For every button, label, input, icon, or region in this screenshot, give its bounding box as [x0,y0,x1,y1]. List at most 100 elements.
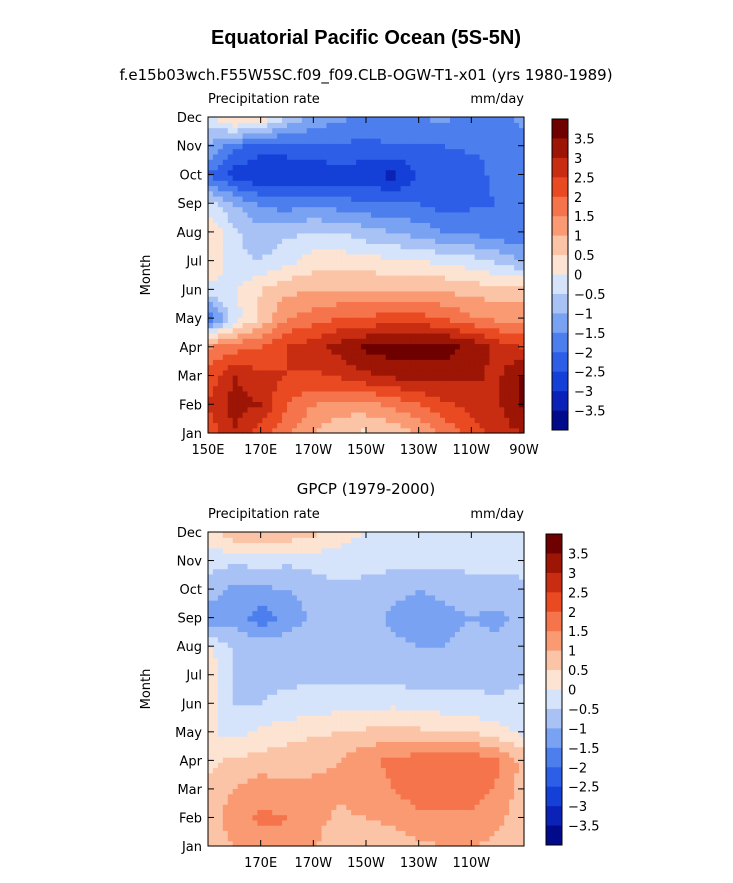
contour-cell [237,390,244,397]
contour-cell [410,206,416,213]
contour-cell [370,185,377,192]
contour-cell [519,417,525,424]
contour-cell [430,211,436,218]
contour-cell [435,211,441,218]
contour-cell [222,825,229,831]
contour-cell [227,422,234,429]
contour-cell [400,804,407,810]
contour-cell [227,322,234,329]
contour-cell [445,814,451,821]
contour-cell [252,148,258,155]
contour-cell [425,217,431,223]
contour-cell [380,348,387,355]
contour-cell [509,396,515,402]
contour-cell [311,259,318,266]
contour-cell [247,380,254,387]
contour-cell [405,127,412,134]
contour-cell [484,359,491,366]
contour-cell [405,243,412,250]
contour-cell [316,143,323,150]
contour-cell [519,406,525,413]
contour-cell [331,804,337,810]
contour-cell [272,825,278,831]
contour-cell [272,762,278,769]
contour-cell [272,364,278,371]
contour-cell [519,117,525,123]
contour-cell [257,840,263,847]
contour-cell [227,148,234,155]
contour-cell [430,427,436,434]
contour-cell [277,401,283,408]
contour-cell [262,369,268,376]
contour-cell [509,143,515,150]
contour-cell [385,343,392,350]
contour-cell [257,238,263,244]
contour-cell [375,793,382,800]
contour-cell [469,275,476,281]
contour-cell [237,411,244,418]
contour-cell [509,798,515,805]
contour-cell [208,153,214,160]
contour-cell [247,814,254,821]
contour-cell [499,301,505,308]
contour-cell [272,148,278,155]
contour-cell [454,819,461,826]
contour-cell [390,148,397,155]
contour-cell [321,132,328,139]
contour-cell [440,201,446,208]
contour-cell [291,264,298,271]
contour-cell [405,793,412,800]
contour-cell [415,280,421,287]
contour-cell [440,174,446,181]
contour-cell [410,359,416,366]
contour-cell [430,338,436,345]
contour-cell [445,127,451,134]
contour-cell [346,757,352,763]
contour-cell [469,317,476,323]
contour-cell [301,385,308,392]
contour-cell [469,253,476,260]
contour-cell [479,359,486,366]
contour-cell [435,762,441,769]
contour-cell [435,238,441,244]
contour-cell [227,211,234,218]
contour-cell [361,830,367,837]
contour-cell [509,264,515,271]
contour-cell [400,117,407,123]
contour-cell [380,222,387,229]
contour-cell [425,174,431,181]
contour-cell [287,417,293,424]
contour-cell [227,767,234,774]
contour-cell [370,327,377,334]
contour-cell [217,196,224,202]
contour-cell [445,396,451,402]
contour-cell [509,793,515,800]
contour-cell [242,180,249,187]
contour-cell [316,127,323,134]
contour-cell [366,211,372,218]
contour-cell [494,211,500,218]
contour-cell [321,417,328,424]
contour-cell [227,159,234,165]
contour-cell [514,159,520,165]
contour-cell [321,411,328,418]
contour-cell [287,264,293,271]
contour-cell [449,290,456,297]
contour-cell [454,364,461,371]
contour-cell [282,401,288,408]
contour-cell [430,206,436,213]
contour-cell [346,259,352,266]
contour-cell [380,169,387,176]
contour-cell [296,164,303,171]
contour-cell [440,804,446,810]
contour-cell [346,375,352,381]
contour-cell [321,762,328,769]
contour-cell [242,190,249,197]
contour-cell [400,280,407,287]
contour-cell [445,354,451,360]
contour-cell [484,762,491,769]
contour-cell [366,417,372,424]
contour-cell [331,232,337,239]
contour-cell [242,380,249,387]
contour-cell [212,127,219,134]
